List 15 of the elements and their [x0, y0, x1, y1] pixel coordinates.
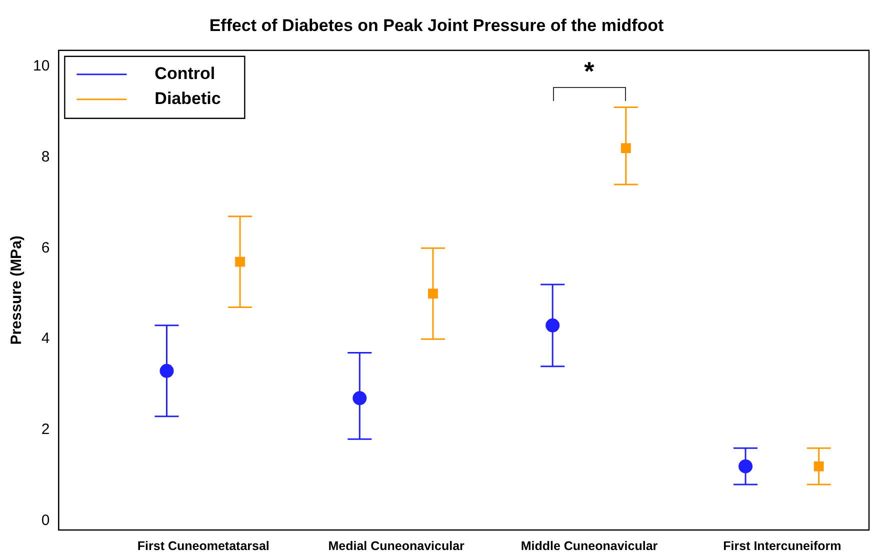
y-tick-label: 8 — [41, 148, 50, 166]
legend-label: Diabetic — [154, 89, 221, 108]
y-tick-label: 0 — [41, 512, 50, 530]
legend-label: Control — [154, 64, 216, 84]
x-tick-label: First Cuneometatarsal — [137, 538, 270, 553]
y-tick-label: 6 — [41, 239, 50, 256]
y-tick-label: 4 — [41, 330, 50, 348]
x-tick-label: First Intercuneiform — [723, 538, 842, 553]
y-axis-title: Pressure (MPa) — [8, 236, 26, 345]
annotation: * — [584, 56, 596, 86]
y-tick-label: 10 — [32, 57, 50, 74]
chart-title: Effect of Diabetes on Peak Joint Pressure of the midfoot — [209, 16, 664, 35]
y-tick-label: 2 — [41, 421, 50, 438]
x-tick-label: Medial Cuneonavicular — [328, 538, 465, 553]
x-tick-label: Middle Cuneonavicular — [520, 538, 658, 553]
